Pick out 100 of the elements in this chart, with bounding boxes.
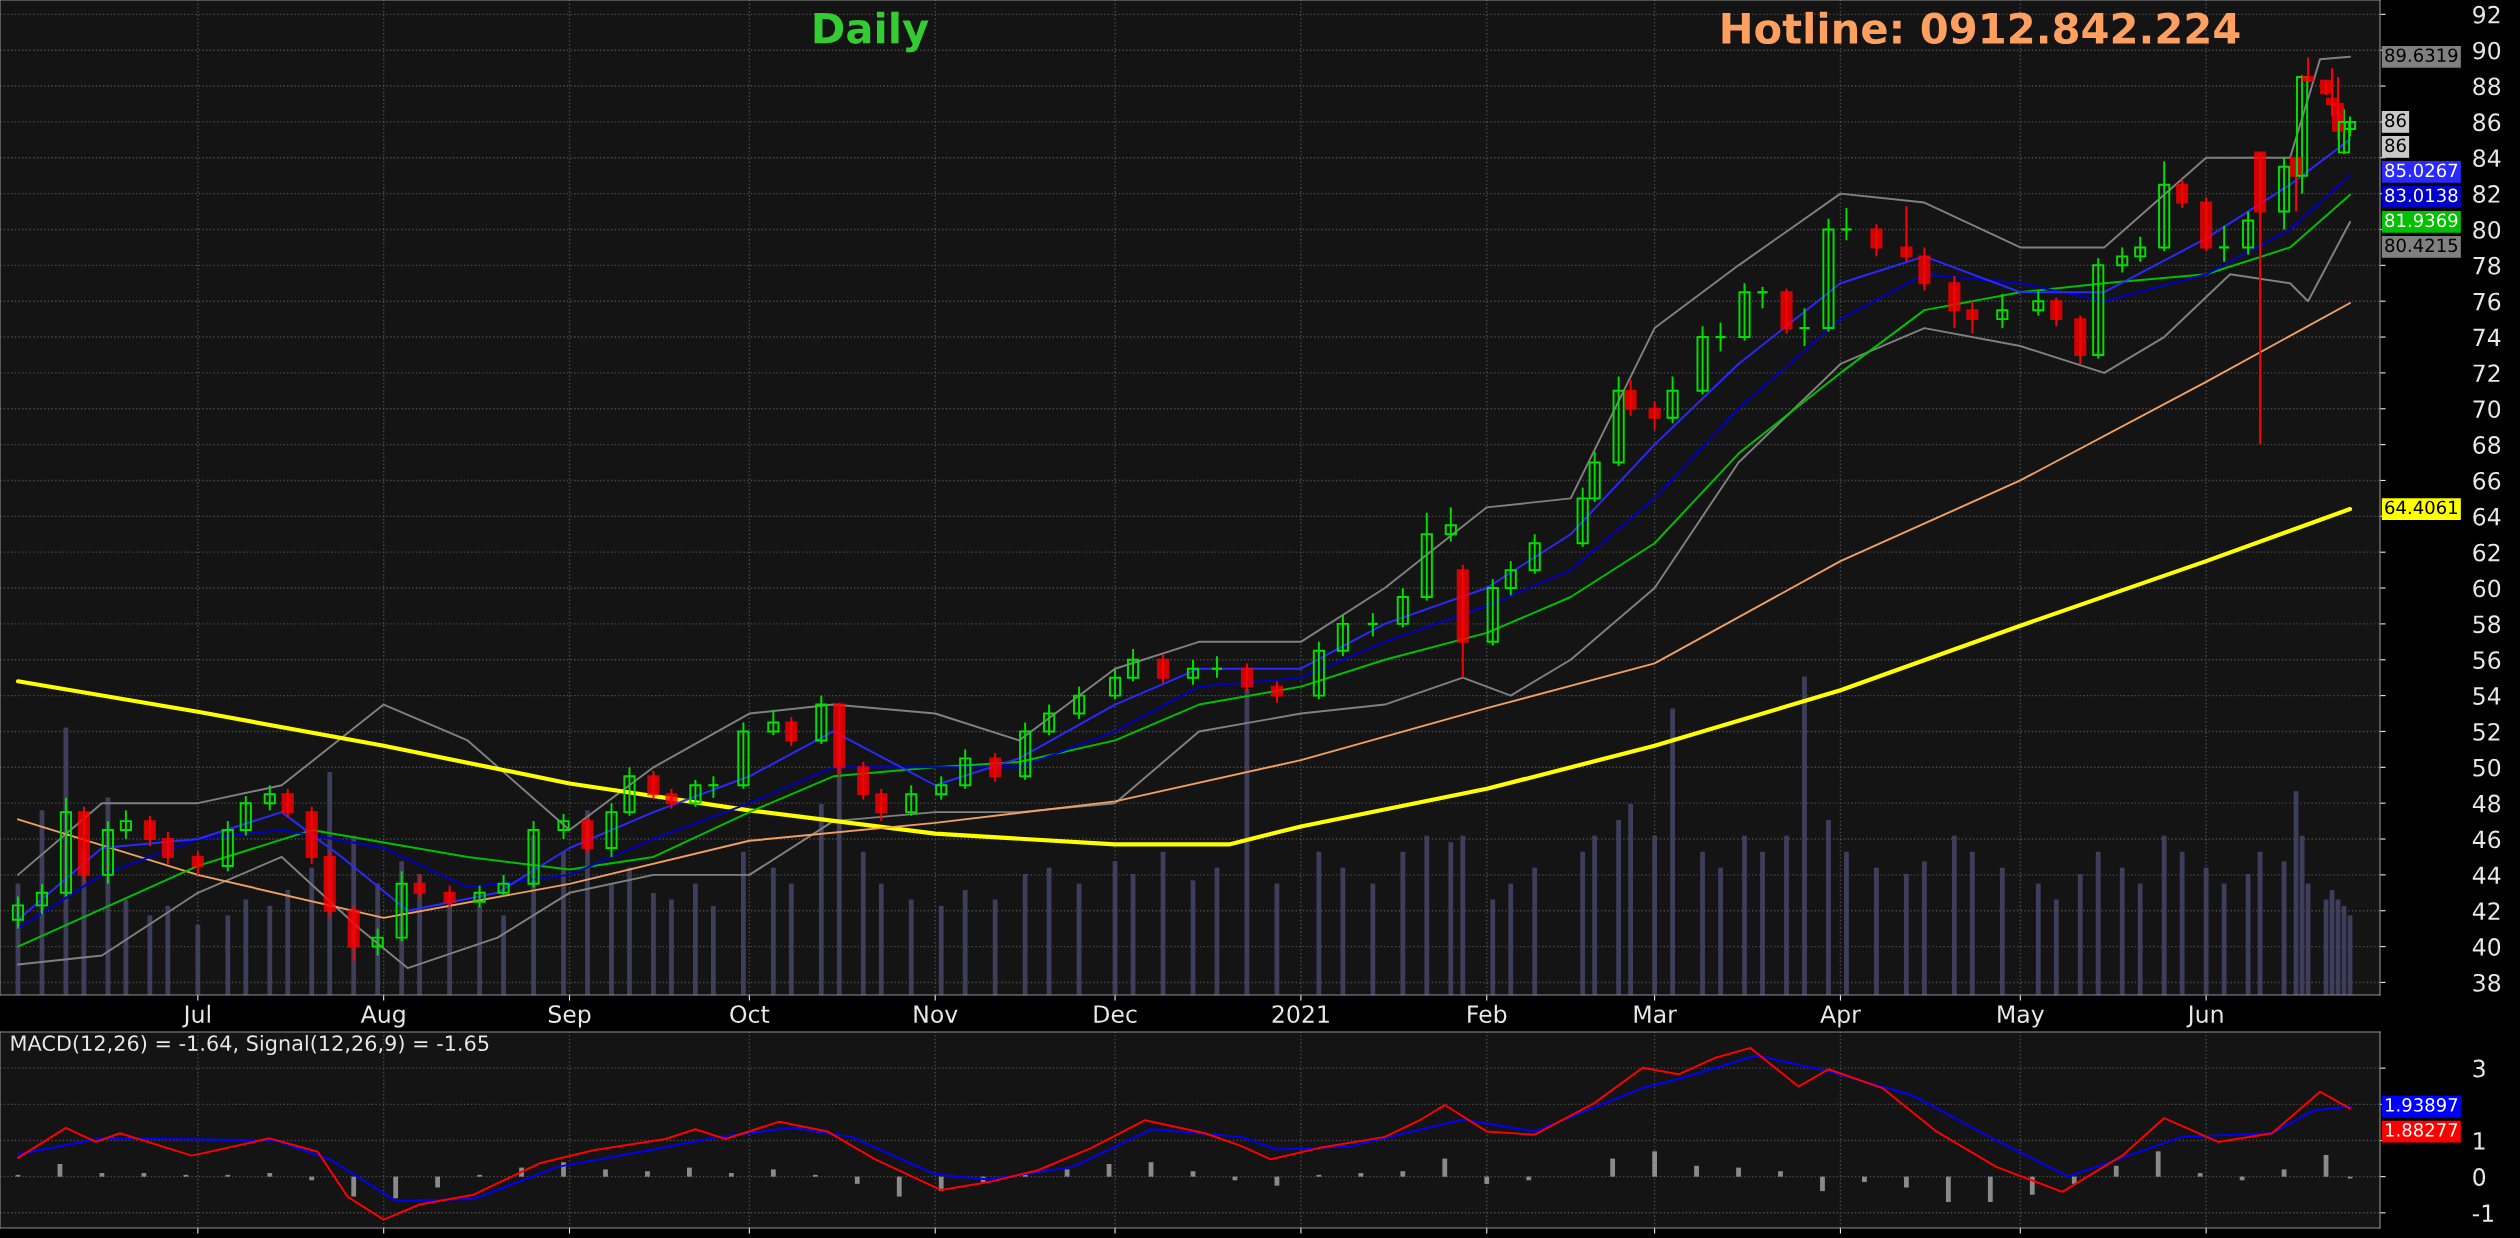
candlestick <box>161 830 174 866</box>
annotation: 86 <box>2385 138 2406 153</box>
x-tick-label: Aug <box>360 1005 405 1028</box>
candlestick <box>1486 578 1499 647</box>
annotation: 64.4061 <box>2385 500 2457 515</box>
candlestick <box>2301 56 2315 84</box>
candlestick <box>1420 511 1433 602</box>
annotation: MACD(12,26) = -1.64, Signal(12,26,9) = -1.65 <box>11 1034 489 1056</box>
bar <box>1670 708 1675 995</box>
candlestick <box>959 748 972 790</box>
candlestick <box>665 787 678 810</box>
candlestick <box>1612 375 1625 468</box>
candlestick <box>1822 217 1835 333</box>
candlestick <box>2032 289 2045 317</box>
bar <box>1490 899 1496 995</box>
bar <box>1358 1173 1364 1177</box>
bar <box>2095 851 2101 995</box>
bar <box>1652 1151 1658 1177</box>
bar <box>1874 867 1879 995</box>
candlestick <box>1648 400 1661 432</box>
bar <box>147 915 153 995</box>
candlestick <box>2092 257 2105 360</box>
bar <box>1340 867 1346 995</box>
candlestick <box>1996 293 2009 330</box>
bar <box>962 889 968 995</box>
y-tick-label: 40 <box>2472 938 2501 956</box>
bar <box>908 899 914 995</box>
bar <box>561 851 566 995</box>
x-tick-label: 2021 <box>1272 1005 1329 1023</box>
candlestick <box>557 812 570 840</box>
y-tick-label: 80 <box>2473 220 2501 239</box>
bar <box>1826 819 1831 995</box>
bar <box>627 867 632 995</box>
bar <box>1460 835 1466 995</box>
candlestick <box>239 795 252 837</box>
bar <box>1802 676 1807 995</box>
y-tick-label: 54 <box>2473 687 2501 705</box>
y-tick-label: 64 <box>2473 507 2501 526</box>
candlestick <box>1109 667 1122 701</box>
bar <box>1580 851 1586 995</box>
candlestick <box>2217 224 2231 263</box>
candlestick <box>2296 74 2309 195</box>
bar <box>1951 835 1957 995</box>
bar <box>669 899 674 995</box>
annotation: 1.88277 <box>2385 1123 2458 1137</box>
bar <box>938 905 944 995</box>
candlestick <box>11 895 25 930</box>
candlestick <box>35 882 49 916</box>
y-tick-label: 68 <box>2473 436 2501 454</box>
y-tick-label: 72 <box>2473 364 2500 382</box>
y-tick-label: 42 <box>2472 902 2500 920</box>
y-tick-label: 66 <box>2473 471 2501 490</box>
bar <box>2221 883 2227 995</box>
x-tick-label: Jul <box>182 1004 210 1028</box>
x-tick-label: Apr <box>1820 1005 1861 1028</box>
y-tick-label: 44 <box>2472 866 2501 884</box>
bar <box>1400 1171 1406 1177</box>
candlestick <box>1043 703 1056 737</box>
bar <box>267 905 273 995</box>
candlestick <box>2116 246 2129 274</box>
bar <box>1484 1176 1490 1184</box>
candlestick <box>1756 285 1769 310</box>
bar <box>645 1171 650 1177</box>
x-tick-label: May <box>1998 1005 2044 1028</box>
y-tick-label: 82 <box>2473 185 2500 203</box>
candlestick <box>1714 321 1727 353</box>
y-tick-label: 48 <box>2472 794 2501 813</box>
y-tick-label: 84 <box>2473 149 2501 168</box>
candlestick <box>443 884 456 909</box>
x-tick-label: Mar <box>1634 1005 1677 1023</box>
candlestick <box>2278 156 2291 231</box>
y-tick-label: 88 <box>2473 77 2501 96</box>
y-tick-label: 92 <box>2473 5 2500 24</box>
bar <box>1064 1169 1070 1177</box>
candlestick <box>1396 587 1409 629</box>
bar <box>99 1173 105 1177</box>
annotation: 81.9369 <box>2385 213 2458 228</box>
bar <box>1370 883 1376 995</box>
bar <box>1628 803 1634 995</box>
bar <box>609 883 614 995</box>
y-tick-label: 62 <box>2473 543 2500 562</box>
annotation: 89.6319 <box>2385 48 2458 63</box>
bar <box>141 1173 147 1177</box>
bar <box>770 1169 776 1177</box>
bar <box>896 1176 902 1197</box>
annotation: 86 <box>2385 113 2406 128</box>
y-tick-label: 74 <box>2473 328 2501 347</box>
candlestick <box>605 802 618 858</box>
bar <box>1904 874 1909 995</box>
candlestick <box>875 787 888 823</box>
candlestick <box>1798 307 1811 347</box>
bar <box>2119 867 2125 995</box>
candlestick <box>935 775 948 801</box>
candlestick <box>1738 282 1751 342</box>
candlestick <box>1696 325 1709 396</box>
bar <box>1442 1158 1448 1177</box>
bar <box>651 893 656 995</box>
bar <box>351 1176 357 1197</box>
bar <box>1448 842 1454 995</box>
line-series <box>17 1054 2351 1202</box>
